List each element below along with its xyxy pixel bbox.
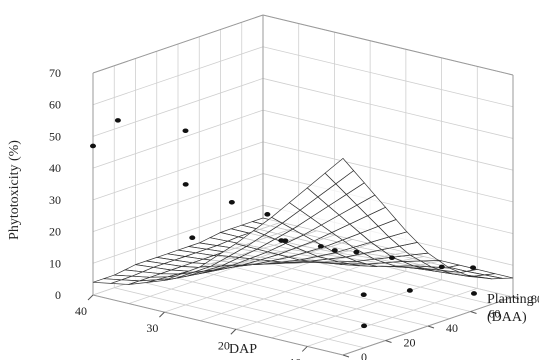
x-tick-label: 40 <box>75 304 87 318</box>
x-tick-label: 10 <box>289 355 301 360</box>
wall-grid-line <box>92 109 264 169</box>
y-tick-mark <box>427 325 435 329</box>
data-point <box>114 118 121 123</box>
data-point <box>438 264 445 270</box>
data-point <box>278 238 285 243</box>
x-tick-mark <box>230 328 237 335</box>
z-tick-label: 0 <box>55 288 61 302</box>
floor-grid-line <box>177 265 429 327</box>
floor-grid-line <box>156 272 407 334</box>
data-point <box>353 249 360 255</box>
data-point <box>331 248 338 253</box>
data-points <box>90 118 477 329</box>
wall-grid-line <box>92 78 264 137</box>
wall-grid-line <box>92 46 264 106</box>
data-point <box>264 212 271 217</box>
wall-grid-line <box>92 204 264 264</box>
surface <box>92 157 514 285</box>
axis-frame-edge <box>92 294 344 356</box>
axis-frame-edge <box>92 14 264 74</box>
wall-grid-line <box>262 78 514 139</box>
z-axis-label: Phytotoxicity (%) <box>7 140 22 240</box>
wall-grid-line <box>262 173 514 234</box>
data-point <box>470 265 477 270</box>
y-tick-mark <box>470 311 477 314</box>
z-tick-label: 30 <box>49 193 61 207</box>
floor-grid-line <box>199 258 450 320</box>
y-tick-label: 0 <box>361 350 367 360</box>
wall-grid-line <box>92 141 264 201</box>
wall-grid-line <box>92 173 264 232</box>
data-point <box>228 200 235 205</box>
z-tick-label: 10 <box>49 256 61 270</box>
z-tick-label: 20 <box>49 225 61 239</box>
surface-cell <box>324 157 355 185</box>
axis-frame-edge <box>262 14 514 76</box>
y-axis-label-line: (DAA) <box>487 310 527 325</box>
y-axis-label: Planting (DAA) <box>487 292 534 325</box>
data-point <box>406 288 413 293</box>
x-tick-label: 30 <box>146 321 158 335</box>
data-point <box>182 128 189 134</box>
x-axis-label: DAP <box>229 342 257 357</box>
z-tick-label: 50 <box>49 129 61 143</box>
data-point <box>182 182 189 187</box>
y-tick-label: 20 <box>404 336 416 350</box>
x-tick-label: 20 <box>218 338 230 352</box>
floor-grid-line <box>114 287 365 349</box>
data-point <box>189 235 196 241</box>
data-point <box>361 323 368 329</box>
data-point <box>388 255 395 261</box>
wall-grid-line <box>262 46 514 108</box>
floor-grid-line <box>135 280 386 341</box>
x-tick-mark <box>301 346 308 352</box>
y-tick-mark <box>342 354 350 358</box>
x-tick-mark <box>159 311 165 318</box>
wall-grid-line <box>262 109 514 171</box>
z-tick-label: 70 <box>49 66 61 80</box>
y-tick-label: 40 <box>446 321 458 335</box>
data-point <box>360 292 367 298</box>
y-tick-mark <box>385 340 392 343</box>
wall-grid-line <box>262 141 514 203</box>
y-tick-mark <box>512 296 520 300</box>
y-tick-label: 60 <box>489 307 501 321</box>
x-tick-mark <box>87 294 94 301</box>
z-tick-label: 60 <box>49 98 61 112</box>
ticks: 0 10 20 30 40 50 60 70 40 30 20 10 0 20 40 60 80 <box>49 66 539 360</box>
grid <box>92 14 514 356</box>
data-point <box>317 244 324 249</box>
z-tick-label: 40 <box>49 161 61 175</box>
data-point <box>90 143 96 149</box>
y-axis-label-line: Planting <box>487 292 534 307</box>
data-point <box>470 291 477 296</box>
y-tick-label: 80 <box>531 292 539 306</box>
